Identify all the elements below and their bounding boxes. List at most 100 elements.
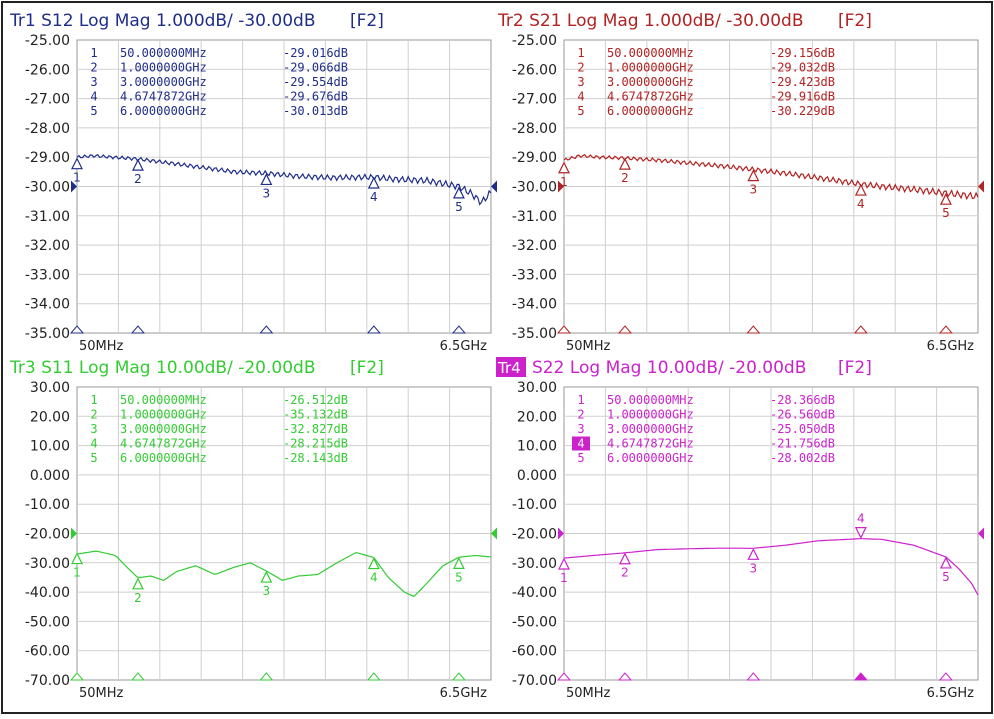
- marker-3-icon: [260, 173, 273, 186]
- marker-3-number: 3: [750, 183, 758, 197]
- y-tick-label: -29.00: [25, 150, 70, 166]
- y-tick-label: -60.00: [25, 644, 70, 660]
- y-tick-label: -28.00: [512, 121, 557, 137]
- marker-table-number: 5: [90, 104, 97, 118]
- marker-4-icon: [854, 527, 867, 539]
- marker-table-number: 4: [577, 437, 584, 451]
- marker-table-value: -28.215dB: [283, 437, 348, 451]
- marker-table-frequency: 50.000000MHz: [607, 46, 694, 60]
- marker-table-number: 2: [577, 408, 584, 422]
- reference-level-left-icon: [558, 180, 564, 193]
- marker-table-frequency: 50.000000MHz: [120, 46, 207, 60]
- marker-table-number: 5: [90, 451, 97, 465]
- y-tick-label: -30.00: [512, 180, 557, 196]
- reference-level-right-icon: [491, 527, 497, 540]
- marker-table-frequency: 3.0000000GHz: [120, 75, 207, 89]
- marker-1-stimulus-icon: [69, 672, 85, 681]
- marker-4-number: 4: [370, 190, 378, 204]
- marker-5-stimulus-icon: [938, 672, 953, 681]
- x-start-label: 50MHz: [566, 686, 611, 701]
- marker-4-number: 4: [857, 197, 865, 211]
- y-tick-label: -28.00: [25, 121, 70, 137]
- y-tick-label: -31.00: [25, 209, 70, 225]
- marker-2-number: 2: [621, 566, 629, 580]
- trace-channel-tag: [F2]: [350, 358, 384, 378]
- marker-1-icon: [558, 557, 570, 570]
- marker-table-frequency: 3.0000000GHz: [120, 422, 207, 436]
- y-tick-label: -32.00: [25, 238, 70, 254]
- y-tick-label: 20.00: [30, 409, 70, 425]
- x-stop-label: 6.5GHz: [440, 339, 488, 354]
- y-tick-label: -10.00: [25, 497, 70, 513]
- marker-1-number: 1: [73, 566, 81, 580]
- marker-table-frequency: 6.0000000GHz: [607, 451, 694, 465]
- marker-4-icon: [367, 557, 380, 570]
- marker-table-frequency: 1.0000000GHz: [120, 61, 207, 75]
- marker-table-value: -29.423dB: [770, 75, 835, 89]
- marker-5-icon: [452, 186, 465, 199]
- marker-2-icon: [132, 158, 144, 171]
- x-stop-label: 6.5GHz: [927, 339, 975, 354]
- marker-table-number: 1: [577, 46, 584, 60]
- marker-3-stimulus-icon: [746, 672, 761, 681]
- reference-level-left-icon: [558, 527, 564, 540]
- y-tick-label: -33.00: [512, 267, 557, 283]
- marker-3-number: 3: [263, 186, 271, 200]
- trace-title: S22 Log Mag 10.00dB/ -20.00dB: [532, 358, 806, 378]
- marker-table-value: -26.512dB: [283, 393, 348, 407]
- marker-3-icon: [747, 547, 760, 560]
- marker-table-number: 1: [90, 393, 97, 407]
- marker-5-number: 5: [942, 206, 950, 220]
- marker-5-stimulus-icon: [451, 672, 466, 681]
- y-tick-label: 0.000: [517, 468, 557, 484]
- marker-5-number: 5: [942, 570, 950, 584]
- y-tick-label: -25.00: [512, 33, 557, 49]
- marker-table-frequency: 6.0000000GHz: [120, 104, 207, 118]
- marker-table-value: -30.229dB: [770, 104, 835, 118]
- marker-table-number: 1: [90, 46, 97, 60]
- reference-level-right-icon: [978, 180, 984, 193]
- marker-5-number: 5: [455, 570, 463, 584]
- y-tick-label: -27.00: [25, 92, 70, 108]
- marker-table-value: -21.756dB: [770, 437, 835, 451]
- marker-table-frequency: 4.6747872GHz: [120, 90, 207, 104]
- marker-1-icon: [71, 157, 83, 170]
- trace-channel-tag: [F2]: [838, 11, 872, 31]
- active-marker-highlight: [572, 436, 590, 451]
- y-tick-label: 30.00: [30, 380, 70, 396]
- marker-table-number: 2: [90, 61, 97, 75]
- marker-4-icon: [367, 176, 380, 189]
- trace-badge: [496, 357, 526, 377]
- marker-table-number: 5: [577, 104, 584, 118]
- marker-4-icon: [854, 183, 867, 196]
- marker-4-stimulus-icon: [853, 672, 868, 681]
- marker-5-stimulus-icon: [938, 325, 953, 334]
- marker-table-frequency: 4.6747872GHz: [120, 437, 207, 451]
- y-tick-label: -34.00: [25, 297, 70, 313]
- marker-4-stimulus-icon: [853, 325, 868, 334]
- marker-table-number: 3: [577, 422, 584, 436]
- marker-3-stimulus-icon: [259, 672, 274, 681]
- marker-table-value: -32.827dB: [283, 422, 348, 436]
- marker-table-value: -29.156dB: [770, 46, 835, 60]
- y-tick-label: 30.00: [517, 380, 557, 396]
- y-tick-label: -34.00: [512, 297, 557, 313]
- marker-5-icon: [939, 192, 952, 205]
- y-tick-label: 10.00: [30, 439, 70, 455]
- marker-2-number: 2: [134, 172, 142, 186]
- marker-table-frequency: 1.0000000GHz: [607, 408, 694, 422]
- y-tick-label: -50.00: [512, 614, 557, 630]
- marker-3-icon: [260, 570, 273, 583]
- y-tick-label: -40.00: [25, 585, 70, 601]
- x-start-label: 50MHz: [79, 686, 124, 701]
- marker-5-number: 5: [455, 200, 463, 214]
- y-tick-label: -50.00: [25, 614, 70, 630]
- marker-table-number: 4: [577, 90, 584, 104]
- marker-table-value: -29.554dB: [283, 75, 348, 89]
- marker-2-stimulus-icon: [617, 325, 633, 334]
- trace-channel-tag: [F2]: [838, 358, 872, 378]
- marker-table-frequency: 6.0000000GHz: [607, 104, 694, 118]
- trace-title: Tr1 S12 Log Mag 1.000dB/ -30.00dB: [9, 11, 315, 31]
